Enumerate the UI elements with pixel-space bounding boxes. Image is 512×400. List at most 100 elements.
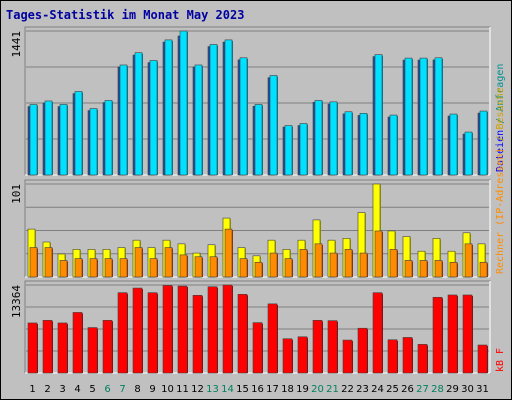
- bar-kbytes-kbf-day-13: [207, 286, 218, 374]
- bar-kbytes-kbf-day-4: [72, 312, 83, 374]
- bar-visits-rechneripadressen-day-21: [329, 252, 338, 278]
- xtick-day-27: 27: [416, 384, 429, 395]
- bar-kbytes-kbf-day-17: [267, 303, 278, 374]
- xtick-day-5: 5: [89, 384, 95, 395]
- side-label-part-dateien: Dateien: [495, 130, 506, 172]
- xtick-day-4: 4: [74, 384, 80, 395]
- bar-requests-anfragen-day-12: [194, 64, 203, 176]
- xtick-day-26: 26: [401, 384, 414, 395]
- bar-requests-anfragen-day-23: [359, 113, 368, 176]
- bar-visits-rechneripadressen-day-14: [224, 228, 233, 278]
- bar-visits-rechneripadressen-day-7: [119, 258, 128, 278]
- bar-kbytes-kbf-day-14: [222, 284, 233, 374]
- bar-kbytes-kbf-day-15: [237, 294, 248, 374]
- bar-visits-rechneripadressen-day-13: [209, 256, 218, 278]
- bar-kbytes-kbf-day-26: [402, 337, 413, 374]
- bar-kbytes-kbf-day-3: [57, 322, 68, 374]
- bar-requests-anfragen-day-17: [269, 75, 278, 176]
- bar-visits-rechneripadressen-day-31: [479, 261, 488, 278]
- bar-visits-rechneripadressen-day-1: [29, 247, 38, 278]
- bar-kbytes-kbf-day-27: [417, 344, 428, 374]
- bar-visits-rechneripadressen-day-19: [299, 249, 308, 278]
- bar-requests-anfragen-day-26: [404, 57, 413, 176]
- xtick-day-23: 23: [356, 384, 369, 395]
- xtick-day-24: 24: [371, 384, 384, 395]
- xtick-day-22: 22: [341, 384, 354, 395]
- xtick-day-15: 15: [236, 384, 249, 395]
- x-axis-labels: 1 2 3 4 5 6 7 8 9 10 11 12 13 14 15 16 17 18 19 20 21 22 23 24 2…: [29, 384, 489, 395]
- bar-visits-rechneripadressen-day-9: [149, 258, 158, 278]
- bar-visits-rechneripadressen-day-24: [374, 230, 383, 278]
- bar-kbytes-kbf-day-12: [192, 294, 203, 374]
- bar-visits-rechneripadressen-day-26: [404, 260, 413, 278]
- xtick-day-25: 25: [386, 384, 399, 395]
- bar-kbytes-kbf-day-24: [372, 292, 383, 374]
- bar-requests-anfragen-day-3: [59, 104, 68, 176]
- ytick-visits: 101: [10, 184, 23, 204]
- side-label-part-besuche: / Besuche: [495, 87, 506, 147]
- bar-visits-rechneripadressen-day-17: [269, 252, 278, 278]
- bar-visits-rechneripadressen-day-27: [419, 260, 428, 278]
- bar-kbytes-kbf-day-5: [87, 327, 98, 374]
- bar-visits-rechneripadressen-day-10: [164, 247, 173, 278]
- xtick-day-10: 10: [161, 384, 174, 395]
- bar-requests-anfragen-day-27: [419, 57, 428, 176]
- bar-kbytes-kbf-day-28: [432, 296, 443, 374]
- xtick-day-14: 14: [221, 384, 234, 395]
- bar-kbytes-kbf-day-7: [117, 292, 128, 374]
- bar-visits-rechneripadressen-day-30: [464, 243, 473, 278]
- bar-requests-anfragen-day-15: [239, 57, 248, 176]
- bar-visits-rechneripadressen-day-16: [254, 261, 263, 278]
- bar-visits-rechneripadressen-day-18: [284, 258, 293, 278]
- bar-kbytes-kbf-day-2: [42, 320, 53, 374]
- panels-group: 1441 101 13364: [10, 26, 491, 374]
- bar-requests-anfragen-day-16: [254, 104, 263, 176]
- ytick-kbytes: 13364: [10, 285, 23, 318]
- side-label-kbytes: kB F: [495, 348, 506, 372]
- bar-requests-anfragen-day-14: [224, 39, 233, 176]
- bar-visits-rechneripadressen-day-2: [44, 247, 53, 278]
- bar-kbytes-kbf-day-11: [177, 285, 188, 374]
- bar-visits-rechneripadressen-day-25: [389, 249, 398, 278]
- bar-kbytes-kbf-day-1: [27, 322, 38, 374]
- xtick-day-12: 12: [191, 384, 204, 395]
- bar-visits-rechneripadressen-day-8: [134, 247, 143, 278]
- bar-kbytes-kbf-day-10: [162, 285, 173, 374]
- bar-kbytes-kbf-day-30: [462, 294, 473, 374]
- side-label-visits-hosts: Rechner (IP-Adressen) / Besuche: [495, 87, 506, 274]
- bar-visits-rechneripadressen-day-15: [239, 258, 248, 278]
- xtick-day-31: 31: [476, 384, 489, 395]
- panel-visits: 101: [10, 179, 491, 278]
- xtick-day-20: 20: [311, 384, 324, 395]
- xtick-day-18: 18: [281, 384, 294, 395]
- ytick-requests: 1441: [10, 31, 23, 58]
- bar-kbytes-kbf-day-6: [102, 320, 113, 374]
- xtick-day-17: 17: [266, 384, 279, 395]
- xtick-day-16: 16: [251, 384, 264, 395]
- bar-requests-anfragen-day-10: [164, 39, 173, 176]
- xtick-day-9: 9: [149, 384, 155, 395]
- bar-kbytes-kbf-day-21: [327, 320, 338, 374]
- xtick-day-7: 7: [119, 384, 125, 395]
- panel-kbytes: 13364: [10, 280, 491, 374]
- xtick-day-30: 30: [461, 384, 474, 395]
- bar-requests-anfragen-day-30: [464, 131, 473, 176]
- bar-requests-anfragen-day-21: [329, 101, 338, 176]
- panel-requests: 1441: [10, 26, 491, 176]
- bar-kbytes-kbf-day-23: [357, 327, 368, 374]
- bar-requests-anfragen-day-11: [179, 30, 188, 176]
- bar-requests-anfragen-day-8: [134, 52, 143, 176]
- bar-kbytes-kbf-day-31: [477, 344, 488, 374]
- xtick-day-21: 21: [326, 384, 339, 395]
- xtick-day-11: 11: [176, 384, 189, 395]
- bar-requests-anfragen-day-29: [449, 113, 458, 176]
- bar-requests-anfragen-day-22: [344, 111, 353, 176]
- chart-title: Tages-Statistik im Monat May 2023: [6, 8, 244, 22]
- bar-requests-anfragen-day-13: [209, 44, 218, 176]
- bar-kbytes-kbf-day-9: [147, 292, 158, 374]
- bar-visits-rechneripadressen-day-23: [359, 252, 368, 278]
- bar-requests-anfragen-day-4: [74, 91, 83, 176]
- xtick-day-28: 28: [431, 384, 444, 395]
- bar-requests-anfragen-day-19: [299, 123, 308, 176]
- bar-visits-rechneripadressen-day-5: [89, 258, 98, 278]
